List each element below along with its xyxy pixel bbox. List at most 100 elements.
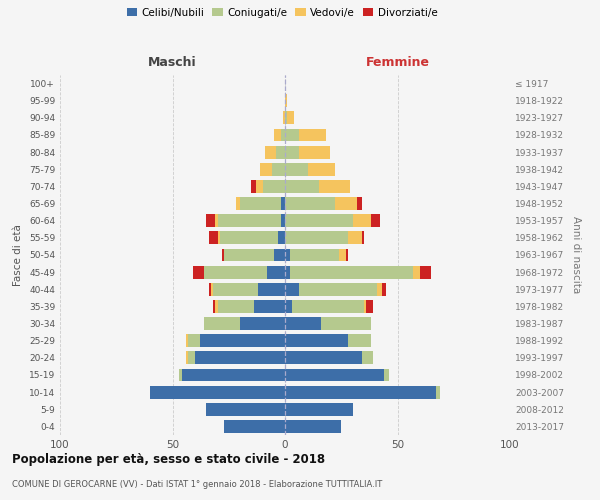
Bar: [285, 300, 292, 313]
Bar: [276, 146, 285, 158]
Bar: [251, 180, 256, 193]
Bar: [283, 112, 285, 124]
Text: COMUNE DI GEROCARNE (VV) - Dati ISTAT 1° gennaio 2018 - Elaborazione TUTTITALIA.: COMUNE DI GEROCARNE (VV) - Dati ISTAT 1°…: [12, 480, 382, 489]
Bar: [285, 214, 353, 227]
Bar: [377, 283, 382, 296]
Bar: [220, 232, 278, 244]
Bar: [290, 248, 339, 262]
Bar: [436, 386, 440, 398]
Bar: [281, 214, 285, 227]
Bar: [357, 197, 361, 210]
Bar: [278, 232, 285, 244]
Bar: [179, 368, 182, 382]
Bar: [285, 283, 299, 296]
Bar: [240, 317, 285, 330]
Bar: [258, 283, 285, 296]
Bar: [285, 146, 299, 158]
Bar: [285, 386, 436, 398]
Bar: [209, 283, 211, 296]
Bar: [384, 368, 389, 382]
Bar: [292, 300, 364, 313]
Bar: [260, 163, 271, 175]
Bar: [308, 163, 335, 175]
Bar: [222, 248, 224, 262]
Bar: [274, 248, 285, 262]
Bar: [299, 128, 325, 141]
Text: Popolazione per età, sesso e stato civile - 2018: Popolazione per età, sesso e stato civil…: [12, 452, 325, 466]
Bar: [299, 283, 377, 296]
Bar: [285, 197, 335, 210]
Bar: [353, 214, 371, 227]
Bar: [263, 180, 285, 193]
Bar: [382, 283, 386, 296]
Bar: [364, 300, 366, 313]
Bar: [218, 300, 254, 313]
Bar: [195, 352, 285, 364]
Bar: [213, 283, 258, 296]
Bar: [213, 300, 215, 313]
Text: Maschi: Maschi: [148, 56, 197, 69]
Bar: [346, 248, 348, 262]
Bar: [150, 386, 285, 398]
Bar: [335, 197, 357, 210]
Bar: [211, 283, 213, 296]
Bar: [218, 214, 281, 227]
Bar: [285, 248, 290, 262]
Y-axis label: Anni di nascita: Anni di nascita: [571, 216, 581, 294]
Bar: [285, 128, 299, 141]
Bar: [186, 352, 188, 364]
Bar: [285, 180, 319, 193]
Bar: [281, 128, 285, 141]
Bar: [285, 420, 341, 433]
Bar: [285, 334, 348, 347]
Bar: [361, 352, 373, 364]
Bar: [319, 180, 350, 193]
Bar: [285, 403, 353, 415]
Bar: [299, 146, 330, 158]
Bar: [267, 266, 285, 278]
Bar: [215, 300, 218, 313]
Bar: [285, 112, 287, 124]
Bar: [188, 334, 199, 347]
Bar: [285, 317, 321, 330]
Bar: [339, 248, 346, 262]
Bar: [285, 352, 361, 364]
Bar: [182, 368, 285, 382]
Bar: [240, 197, 281, 210]
Bar: [285, 94, 287, 107]
Bar: [188, 352, 195, 364]
Bar: [218, 232, 220, 244]
Bar: [285, 266, 290, 278]
Legend: Celibi/Nubili, Coniugati/e, Vedovi/e, Divorziati/e: Celibi/Nubili, Coniugati/e, Vedovi/e, Di…: [127, 8, 437, 18]
Bar: [204, 317, 240, 330]
Bar: [285, 163, 308, 175]
Bar: [224, 248, 274, 262]
Bar: [265, 146, 276, 158]
Bar: [281, 197, 285, 210]
Bar: [209, 232, 218, 244]
Text: Femmine: Femmine: [365, 56, 430, 69]
Bar: [274, 128, 281, 141]
Bar: [256, 180, 263, 193]
Bar: [348, 232, 361, 244]
Bar: [420, 266, 431, 278]
Bar: [413, 266, 420, 278]
Bar: [321, 317, 371, 330]
Bar: [348, 334, 371, 347]
Bar: [271, 163, 285, 175]
Bar: [285, 368, 384, 382]
Bar: [290, 266, 413, 278]
Bar: [366, 300, 373, 313]
Bar: [199, 334, 285, 347]
Bar: [371, 214, 380, 227]
Y-axis label: Fasce di età: Fasce di età: [13, 224, 23, 286]
Bar: [224, 420, 285, 433]
Bar: [186, 334, 188, 347]
Bar: [206, 214, 215, 227]
Bar: [215, 214, 218, 227]
Bar: [206, 403, 285, 415]
Bar: [254, 300, 285, 313]
Bar: [193, 266, 204, 278]
Bar: [287, 112, 294, 124]
Bar: [285, 232, 348, 244]
